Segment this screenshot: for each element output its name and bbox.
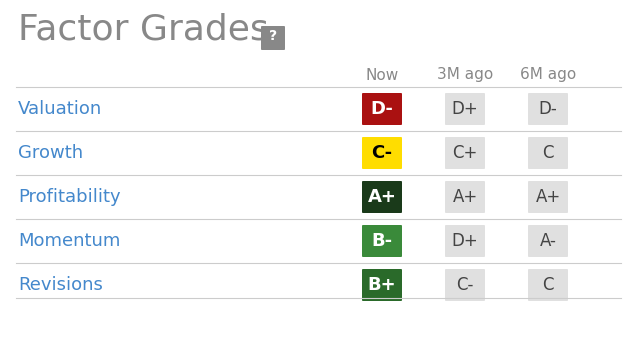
Text: ?: ?	[269, 29, 277, 43]
FancyBboxPatch shape	[362, 181, 402, 213]
FancyBboxPatch shape	[445, 225, 485, 257]
FancyBboxPatch shape	[445, 181, 485, 213]
Text: D-: D-	[539, 100, 557, 118]
Text: D-: D-	[371, 100, 394, 118]
Text: A+: A+	[536, 188, 561, 206]
FancyBboxPatch shape	[362, 93, 402, 125]
Text: Growth: Growth	[18, 144, 83, 162]
FancyBboxPatch shape	[445, 93, 485, 125]
FancyBboxPatch shape	[362, 137, 402, 169]
Text: 6M ago: 6M ago	[520, 68, 576, 83]
Text: D+: D+	[452, 100, 478, 118]
Text: A-: A-	[540, 232, 556, 250]
FancyBboxPatch shape	[445, 137, 485, 169]
Text: C-: C-	[371, 144, 392, 162]
Text: D+: D+	[452, 232, 478, 250]
FancyBboxPatch shape	[362, 225, 402, 257]
FancyBboxPatch shape	[528, 225, 568, 257]
Text: Profitability: Profitability	[18, 188, 120, 206]
Text: Now: Now	[365, 68, 399, 83]
Text: C: C	[542, 276, 554, 294]
FancyBboxPatch shape	[528, 137, 568, 169]
FancyBboxPatch shape	[445, 269, 485, 301]
FancyBboxPatch shape	[362, 269, 402, 301]
Text: Factor Grades: Factor Grades	[18, 12, 269, 46]
FancyBboxPatch shape	[528, 269, 568, 301]
Text: Revisions: Revisions	[18, 276, 103, 294]
FancyBboxPatch shape	[528, 93, 568, 125]
Text: C: C	[542, 144, 554, 162]
FancyBboxPatch shape	[528, 181, 568, 213]
Text: Momentum: Momentum	[18, 232, 120, 250]
Text: Valuation: Valuation	[18, 100, 102, 118]
Text: B-: B-	[371, 232, 392, 250]
Text: A+: A+	[452, 188, 477, 206]
Text: C-: C-	[456, 276, 474, 294]
Text: A+: A+	[367, 188, 396, 206]
FancyBboxPatch shape	[261, 26, 285, 50]
Text: C+: C+	[452, 144, 477, 162]
Text: B+: B+	[368, 276, 396, 294]
Text: 3M ago: 3M ago	[437, 68, 493, 83]
